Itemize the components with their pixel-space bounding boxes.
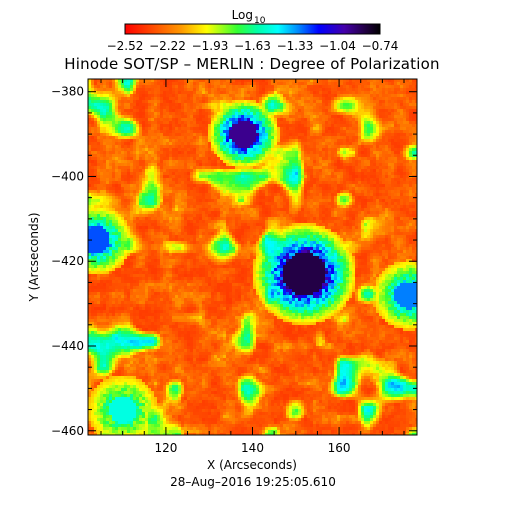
colorbar-tick-label: −1.04	[319, 39, 356, 53]
x-tick-label: 140	[241, 441, 264, 455]
timestamp: 28–Aug–2016 19:25:05.610	[170, 475, 336, 489]
chart-title: Hinode SOT/SP – MERLIN : Degree of Polar…	[64, 55, 439, 73]
colorbar-ticks: −2.52 −2.22 −1.93 −1.63 −1.33 −1.04 −0.74	[107, 39, 399, 53]
colorbar-tick-label: −0.74	[362, 39, 399, 53]
y-tick-label: −420	[51, 254, 84, 268]
heatmap-image	[88, 79, 417, 435]
colorbar	[124, 23, 381, 35]
colorbar-tick-label: −2.22	[149, 39, 186, 53]
y-tick-label: −460	[51, 424, 84, 438]
x-tick-label: 160	[328, 441, 351, 455]
y-tick-label: −400	[51, 169, 84, 183]
y-tick-label: −380	[51, 85, 84, 99]
x-axis: 120 140 160	[100, 79, 405, 455]
colorbar-tick-label: −1.63	[234, 39, 271, 53]
x-tick-label: 120	[154, 441, 177, 455]
colorbar-tick-label: −2.52	[107, 39, 144, 53]
x-axis-label: X (Arcseconds)	[207, 458, 297, 472]
y-axis-label: Y (Arcseconds)	[27, 212, 41, 302]
colorbar-label: Log	[232, 8, 253, 22]
y-axis: −380 −400 −420 −440 −460	[51, 85, 417, 438]
colorbar-tick-label: −1.33	[277, 39, 314, 53]
colorbar-tick-label: −1.93	[192, 39, 229, 53]
y-tick-label: −440	[51, 339, 84, 353]
colorbar-label-main: Log	[232, 8, 253, 22]
colorbar-label-sub: 10	[254, 16, 266, 26]
